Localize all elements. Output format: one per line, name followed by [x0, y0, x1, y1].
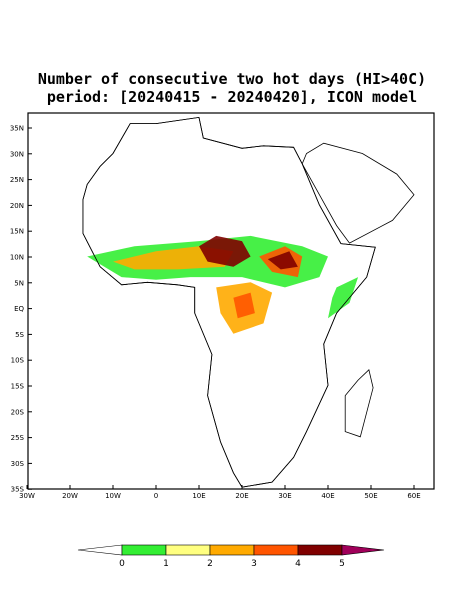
colorbar-label: 2 [207, 559, 213, 569]
hot-area [233, 292, 255, 319]
title-line: Number of consecutive two hot days (HI>4… [38, 70, 426, 88]
lat-tick-label: 15N [10, 228, 24, 236]
lon-tick-label: 50E [364, 492, 377, 500]
land [344, 369, 374, 438]
lat-tick-label: 20S [11, 408, 25, 416]
hot-area [328, 277, 359, 319]
land-outline [82, 116, 376, 488]
lat-tick-label: 10S [11, 357, 25, 365]
lon-tick-label: 0 [154, 492, 158, 500]
lat-tick-label: 35S [11, 486, 25, 494]
axis-ticks: 35N 30N 25N 20N 15N 10N 5N EQ 5S 10S 15S 20S 25S 30S 3… [10, 125, 421, 501]
colorbar-label: 5 [339, 559, 345, 569]
lon-tick-label: 10W [105, 492, 121, 500]
land [301, 142, 415, 244]
lon-tick-label: 40E [321, 492, 334, 500]
colorbar-label: 1 [163, 559, 169, 569]
lon-tick-label: 20W [62, 492, 78, 500]
lon-tick-label: 10E [192, 492, 205, 500]
colorbar-box [165, 544, 211, 556]
lat-tick-label: 30S [11, 460, 25, 468]
lat-tick-label: 25S [11, 434, 25, 442]
lat-tick-label: 5N [14, 279, 24, 287]
colorbar-under [77, 544, 123, 556]
colorbar-label: 0 [119, 559, 125, 569]
hot-area [267, 251, 298, 270]
hot-area [199, 235, 251, 267]
lon-tick-label: 20E [235, 492, 248, 500]
lat-tick-label: 35N [10, 125, 24, 133]
title-line: period: [20240415 - 20240420], ICON mode… [47, 88, 417, 106]
colorbar-box [253, 544, 299, 556]
map [82, 116, 415, 488]
colorbar-box [209, 544, 255, 556]
colorbar-over [341, 544, 385, 556]
lat-tick-label: 10N [10, 254, 24, 262]
lat-tick-label: 25N [10, 176, 24, 184]
lat-tick-label: EQ [14, 305, 24, 313]
lon-tick-label: 60E [407, 492, 420, 500]
lat-tick-label: 30N [10, 150, 24, 158]
colorbar-label: 4 [295, 559, 301, 569]
lon-tick-label: 30W [19, 492, 35, 500]
colorbar-box [297, 544, 343, 556]
lon-tick-label: 30E [278, 492, 291, 500]
colorbar-box [121, 544, 167, 556]
colorbar: 0 1 2 3 4 5 [77, 544, 385, 569]
lat-tick-label: 5S [15, 331, 24, 339]
lat-tick-label: 15S [11, 383, 25, 391]
map-frame [27, 112, 435, 490]
colorbar-label: 3 [251, 559, 257, 569]
lat-tick-label: 20N [10, 202, 24, 210]
